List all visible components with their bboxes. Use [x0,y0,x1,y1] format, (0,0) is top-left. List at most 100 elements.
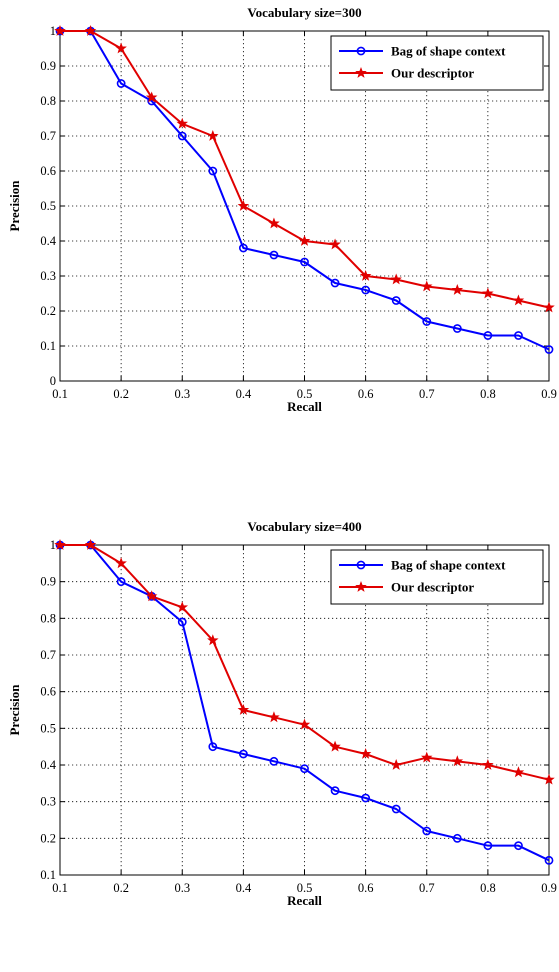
data-point [482,287,494,299]
data-point [269,250,279,260]
data-point [268,711,280,723]
series-line [60,30,550,351]
data-point [512,766,525,778]
data-point [330,278,340,288]
x-tick-label: 0.6 [358,881,374,895]
y-tick-label: 0.6 [40,685,56,699]
x-tick-label: 0.9 [541,881,557,895]
x-tick-label: 0.6 [358,387,374,401]
legend-marker [356,560,366,570]
legend-marker [355,580,367,592]
y-tick-label: 0.7 [40,648,56,662]
data-point [452,833,462,843]
y-tick-label: 0.2 [40,304,56,318]
data-point [300,257,309,267]
legend-label: Our descriptor [391,580,474,595]
data-point [329,740,341,752]
chart-title: Vocabulary size=400 [247,519,361,534]
x-tick-label: 0.2 [113,387,129,401]
x-tick-label: 0.4 [236,881,252,895]
data-point [116,79,126,88]
chart-panel-1: 0.1 0.2 0.3 0.4 0.5 0.6 0.7 0.8 0.900.10.20.30.4… [7,5,557,414]
y-tick-label: 0.9 [40,59,56,73]
x-axis-label: Recall [287,893,322,908]
legend-marker [355,66,367,78]
data-point [359,747,372,759]
data-point [482,758,494,770]
y-axis-label: Precision [7,684,22,736]
data-point [237,199,250,211]
x-tick-label: 0.9 [541,387,557,401]
data-point [452,324,462,333]
series-line [60,544,550,862]
chart-title: Vocabulary size=300 [247,5,361,20]
data-point [330,786,340,796]
series-our-descriptor [54,538,555,785]
data-point [268,217,280,229]
legend-marker [356,46,366,56]
data-point [176,117,189,129]
data-point [361,793,371,803]
chart-panel-2: 0.1 0.2 0.3 0.4 0.5 0.6 0.7 0.8 0.9 0.1 0.2 0.3 0.4 0… [7,519,557,908]
data-point [177,617,187,627]
data-point [84,24,97,36]
data-point [116,577,126,587]
y-tick-label: 0 [50,374,56,388]
legend-label: Bag of shape context [391,558,506,573]
series-our-descriptor [54,24,555,313]
data-point [237,703,250,715]
legend: Bag of shape context Our descriptor [330,549,544,605]
y-tick-label: 1 [50,24,56,38]
y-tick-label: 0.5 [40,721,56,735]
y-tick-label: 0.2 [40,831,56,845]
data-point [238,749,248,759]
data-point [207,129,219,141]
y-tick-label: 0.9 [40,575,56,589]
legend-label: Bag of shape context [391,44,506,59]
x-tick-label: 0.1 [52,881,68,895]
y-tick-label: 0.8 [40,611,56,625]
data-point [451,283,464,295]
data-point [391,804,401,814]
data-point [543,773,555,785]
x-axis-label: Recall [287,399,322,414]
data-point [422,317,432,326]
y-tick-label: 1 [50,538,56,552]
data-point [298,718,311,730]
data-point [420,751,433,763]
y-axis-label: Precision [7,180,22,232]
y-tick-label: 0.6 [40,164,56,178]
data-point [390,758,402,770]
data-point [359,269,372,281]
y-tick-label: 0.4 [40,758,56,772]
data-point [544,345,554,354]
legend-label: Our descriptor [391,66,474,81]
y-tick-label: 0.3 [40,795,56,809]
x-tick-label: 0.1 [52,387,68,401]
data-point [543,301,555,313]
data-point [329,238,341,250]
x-tick-label: 0.7 [419,387,435,401]
legend-box [330,35,544,91]
data-point [483,331,493,340]
data-point [300,764,309,774]
data-point [84,538,97,550]
data-point [391,296,401,305]
x-tick-label: 0.3 [174,387,190,401]
x-tick-label: 0.3 [174,881,190,895]
data-point [544,855,554,865]
data-point [514,841,523,851]
legend-box [330,549,544,605]
data-point [207,634,219,646]
x-tick-label: 0.5 [297,387,313,401]
x-tick-label: 0.2 [113,881,129,895]
y-tick-label: 0.7 [40,129,56,143]
data-point [361,285,371,295]
data-point [483,841,493,851]
series-bag-of-shape-context [55,540,554,865]
data-point [177,131,187,141]
x-tick-label: 0.8 [480,387,496,401]
data-point [145,91,158,103]
x-tick-label: 0.4 [236,387,252,401]
